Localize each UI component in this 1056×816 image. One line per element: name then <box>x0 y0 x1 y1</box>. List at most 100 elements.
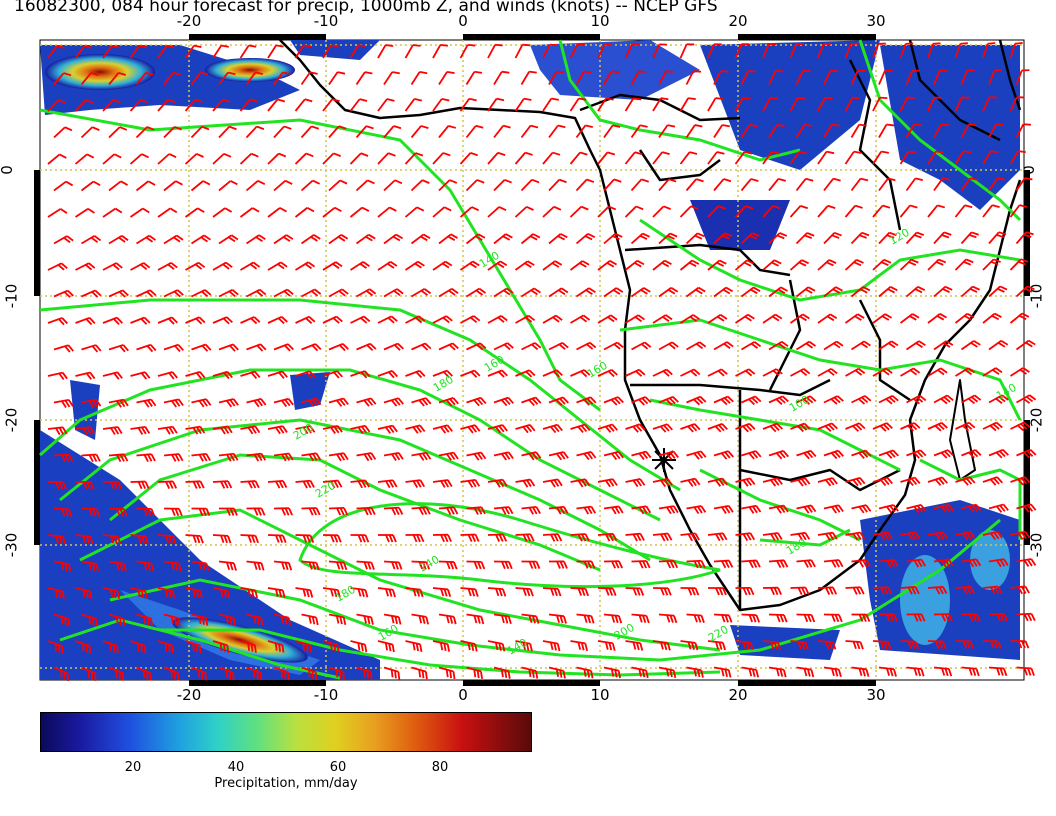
wind-barb-icon <box>135 126 155 139</box>
wind-barb-icon <box>47 208 68 218</box>
wind-barb-icon <box>713 395 734 406</box>
wind-barb-icon <box>322 261 343 271</box>
wind-barb-icon <box>411 613 430 625</box>
wind-barb-icon <box>102 99 121 112</box>
wind-barb-icon <box>624 205 644 218</box>
wind-barb-icon <box>295 640 312 653</box>
wind-barb-icon <box>955 476 976 486</box>
wind-barb-icon <box>768 666 787 678</box>
wind-barb-icon <box>823 177 841 192</box>
wind-barb-icon <box>575 124 594 139</box>
wind-barb-icon <box>294 152 314 165</box>
wind-barb-icon <box>789 96 806 112</box>
lon-label-top: 10 <box>590 12 610 30</box>
wind-barb-icon <box>245 71 264 86</box>
wind-barb-icon <box>53 180 74 192</box>
wind-barb-icon <box>900 531 921 541</box>
wind-barb-icon <box>163 613 181 626</box>
wind-barb-icon <box>741 341 762 351</box>
wind-barb-icon <box>212 480 233 489</box>
wind-barb-icon <box>383 397 404 407</box>
wind-barb-icon <box>1016 558 1037 568</box>
wind-barb-icon <box>102 534 122 544</box>
wind-barb-icon <box>1016 503 1037 513</box>
wind-barb-icon <box>933 69 948 85</box>
wind-barb-icon <box>102 316 123 325</box>
wind-barb-icon <box>548 560 568 569</box>
lon-label-bottom: -10 <box>313 686 339 704</box>
wind-barb-icon <box>734 151 753 165</box>
wind-barb-icon <box>267 640 285 653</box>
wind-barb-icon <box>542 587 562 597</box>
wind-barb-icon <box>410 125 429 139</box>
wind-barb-icon <box>405 260 425 271</box>
wind-barb-icon <box>817 150 835 165</box>
wind-barb-icon <box>933 123 949 138</box>
wind-barb-icon <box>191 453 211 462</box>
wind-barb-icon <box>542 533 563 542</box>
wind-barb-icon <box>157 44 175 59</box>
wind-barb-icon <box>817 42 832 59</box>
wind-barb-icon <box>713 232 733 245</box>
wind-barb-icon <box>988 503 1009 513</box>
wind-barb-icon <box>845 367 866 377</box>
wind-barb-icon <box>493 287 514 298</box>
wind-barb-icon <box>410 71 428 85</box>
wind-barb-icon <box>548 451 569 461</box>
wind-barb-icon <box>762 97 778 112</box>
wind-barb-icon <box>267 425 288 435</box>
wind-barb-icon <box>1015 231 1034 245</box>
wind-barb-icon <box>493 124 511 139</box>
wind-barb-icon <box>927 204 946 218</box>
wind-barb-icon <box>795 286 816 298</box>
wind-barb-icon <box>521 666 539 679</box>
wind-barb-icon <box>960 123 977 138</box>
wind-barb-icon <box>74 99 94 112</box>
wind-barb-icon <box>322 640 340 653</box>
wind-barb-icon <box>685 232 705 245</box>
wind-barb-icon <box>961 394 982 405</box>
wind-barb-icon <box>652 587 672 596</box>
wind-barb-icon <box>542 97 559 112</box>
wind-barb-icon <box>817 259 837 271</box>
wind-barb-icon <box>438 288 459 298</box>
wind-barb-icon <box>796 666 815 678</box>
wind-barb-icon <box>982 530 1003 541</box>
wind-barb-icon <box>295 479 315 489</box>
wind-barb-icon <box>267 479 288 489</box>
wind-barb-icon <box>680 477 701 487</box>
wind-barb-icon <box>625 640 644 651</box>
wind-barb-icon <box>328 234 349 245</box>
wind-barb-icon <box>548 233 568 245</box>
wind-barb-icon <box>465 124 484 139</box>
wind-barb-icon <box>597 43 613 59</box>
wind-barb-icon <box>460 533 480 543</box>
wind-barb-icon <box>47 317 68 326</box>
wind-barb-icon <box>190 125 210 139</box>
wind-barb-icon <box>349 98 368 112</box>
wind-barb-icon <box>817 367 838 377</box>
wind-barb-icon <box>542 43 558 59</box>
wind-barb-icon <box>438 560 458 570</box>
wind-barb-icon <box>521 505 541 515</box>
wind-barb-icon <box>988 612 1009 622</box>
wind-barb-icon <box>273 397 294 408</box>
wind-barb-icon <box>570 587 589 597</box>
wind-barb-icon <box>383 71 400 85</box>
wind-barb-icon <box>108 126 128 139</box>
wind-barb-icon <box>652 477 673 488</box>
wind-barb-icon <box>246 398 267 408</box>
wind-barb-icon <box>130 587 148 599</box>
wind-barb-icon <box>741 504 762 514</box>
wind-barb-icon <box>75 262 96 271</box>
colorbar-tick: 20 <box>124 760 142 775</box>
wind-barb-icon <box>872 313 893 324</box>
wind-barb-icon <box>741 450 762 460</box>
wind-barb-icon <box>438 124 457 139</box>
wind-barb-icon <box>1016 448 1037 459</box>
wind-barb-icon <box>53 560 72 572</box>
wind-barb-icon <box>377 261 398 271</box>
wind-barb-icon <box>900 640 920 650</box>
wind-barb-icon <box>191 343 212 352</box>
wind-barb-icon <box>768 70 784 85</box>
